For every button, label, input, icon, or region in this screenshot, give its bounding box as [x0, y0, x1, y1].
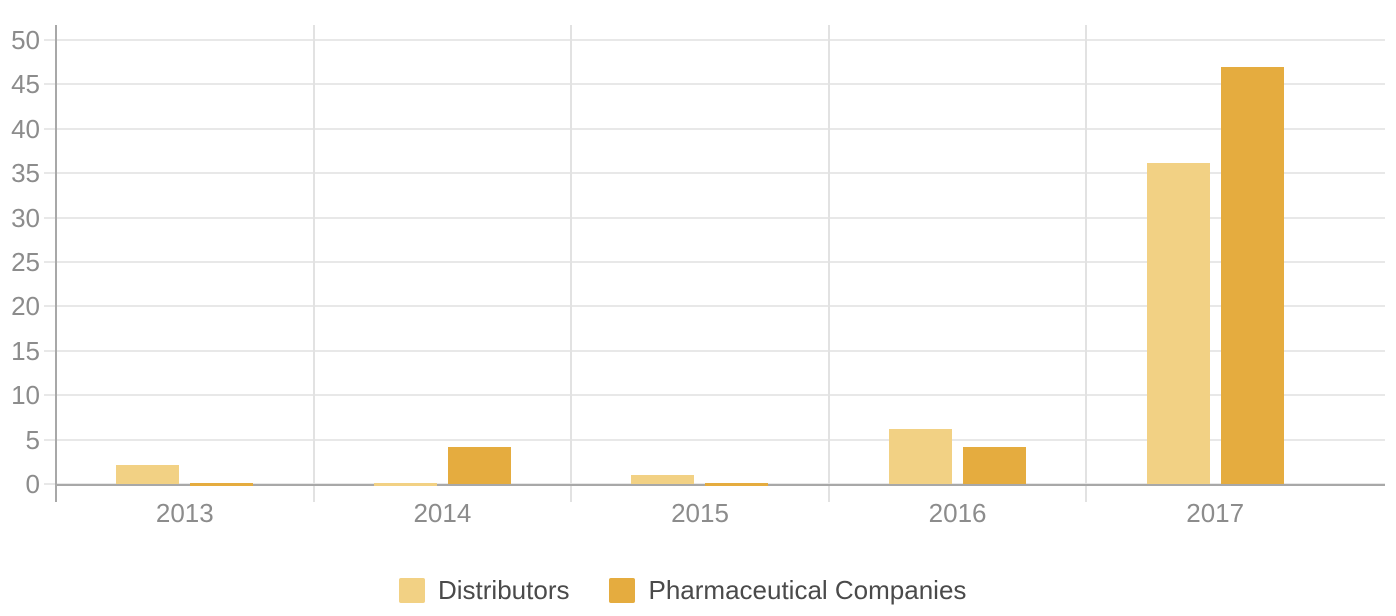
- y-axis-tick-label: 20: [11, 291, 40, 322]
- legend-swatch-pharmaceutical-companies-icon: [609, 577, 636, 603]
- gridline-30: [44, 216, 1385, 219]
- x-axis-tick-label-2015: 2015: [671, 498, 729, 528]
- gridline-25: [44, 261, 1385, 263]
- group-separator: [312, 25, 315, 502]
- x-axis-tick-label-2013: 2013: [155, 498, 214, 528]
- y-axis-tick-label: 40: [11, 113, 40, 144]
- bar-group-2015: [571, 40, 829, 486]
- y-axis-tick-label: 45: [11, 69, 40, 100]
- y-axis-tick-labels: 0 5 10 15 20 25 30 35 40 45 50: [0, 26, 40, 498]
- gridline-20: [44, 305, 1385, 308]
- x-axis-tick-label-2016: 2016: [928, 498, 987, 528]
- y-axis-tick-label: 50: [11, 25, 40, 55]
- bar-group-2013: [56, 40, 314, 486]
- y-axis-tick-label: 15: [11, 335, 40, 366]
- y-axis-tick-label: 30: [11, 202, 40, 233]
- y-axis-tick-label: 25: [11, 247, 40, 277]
- x-axis-tick-label-2017: 2017: [1186, 498, 1245, 528]
- legend-swatch-distributors-icon: [399, 577, 425, 603]
- bar-distributors-2016[interactable]: [889, 428, 953, 484]
- bar-distributors-2017[interactable]: [1146, 162, 1210, 484]
- bar-distributors-2014[interactable]: [373, 483, 437, 486]
- gridline-50: [44, 39, 1385, 41]
- gridline-35: [44, 172, 1385, 175]
- y-axis-line: [55, 25, 57, 502]
- group-separator: [570, 25, 573, 502]
- group-separator: [1085, 25, 1088, 502]
- bar-pharmaceutical-companies-2013[interactable]: [190, 483, 254, 486]
- bar-pharmaceutical-companies-2014[interactable]: [447, 446, 511, 484]
- y-axis-tick-label: 35: [11, 158, 40, 189]
- y-axis-tick-label: 5: [25, 424, 40, 455]
- bar-group-2016: [829, 40, 1087, 484]
- bar-pharmaceutical-companies-2015[interactable]: [705, 483, 769, 486]
- legend-item-pharmaceutical-companies[interactable]: Pharmaceutical Companies: [609, 576, 966, 604]
- legend-label-distributors: Distributors: [438, 575, 570, 605]
- y-axis-tick-label: 0: [25, 469, 40, 499]
- gridline-5: [44, 438, 1385, 441]
- gridline-15: [44, 349, 1385, 352]
- group-separator: [827, 25, 830, 502]
- y-axis-tick-label: 10: [11, 380, 40, 411]
- bar-group-2017: [1086, 40, 1344, 484]
- legend-item-distributors[interactable]: Distributors: [399, 576, 569, 604]
- x-axis-tick-label-2014: 2014: [413, 498, 472, 528]
- bar-group-2014: [314, 40, 572, 486]
- bar-pharmaceutical-companies-2016[interactable]: [963, 446, 1027, 484]
- gridline-45: [44, 83, 1385, 86]
- gridline-40: [44, 127, 1385, 130]
- gridline-10: [44, 394, 1385, 397]
- legend: Distributors Pharmaceutical Companies: [399, 576, 966, 604]
- plot-area: [44, 25, 1385, 502]
- legend-label-pharmaceutical-companies: Pharmaceutical Companies: [648, 575, 967, 605]
- bar-distributors-2015[interactable]: [631, 475, 695, 484]
- bar-distributors-2013[interactable]: [116, 465, 180, 484]
- x-axis-tick-labels: 2013 2014 2015 2016 2017: [56, 499, 1344, 531]
- bar-pharmaceutical-companies-2017[interactable]: [1220, 66, 1284, 484]
